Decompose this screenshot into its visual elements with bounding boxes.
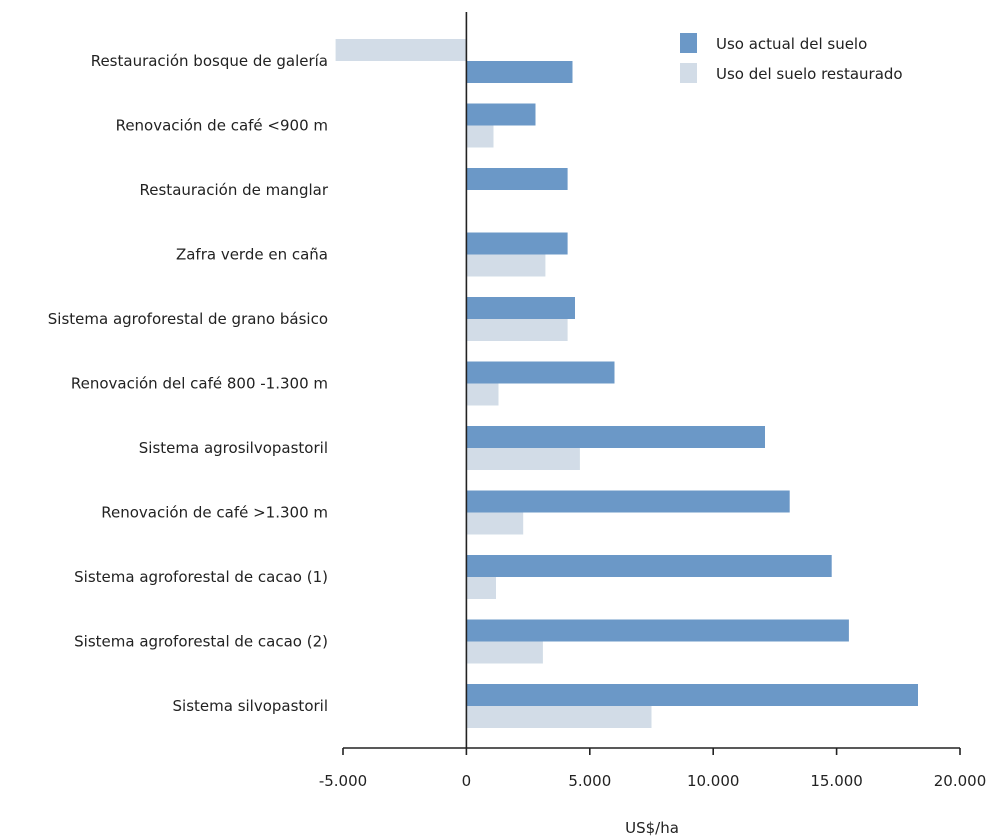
category-label: Sistema agroforestal de cacao (2) [74, 633, 328, 651]
bar-actual-2 [466, 168, 568, 190]
x-tick-label: 10.000 [687, 772, 740, 790]
legend-swatch [680, 63, 697, 83]
category-label: Sistema agroforestal de cacao (1) [74, 568, 328, 586]
bar-restored-8 [466, 577, 496, 599]
category-label: Restauración de manglar [140, 181, 329, 199]
legend: Uso actual del suelo Uso del suelo restau… [680, 33, 903, 83]
bar-restored-0 [335, 39, 467, 61]
bar-restored-1 [466, 125, 494, 148]
legend-swatch [680, 33, 697, 53]
bar-actual-8 [466, 555, 832, 577]
category-label: Renovación del café 800 -1.300 m [71, 375, 328, 393]
x-tick-label: 20.000 [934, 772, 987, 790]
x-axis: -5.000 0 5.000 10.000 15.000 20.000 [319, 747, 987, 790]
category-label: Sistema agroforestal de grano básico [48, 310, 328, 328]
x-tick-label: 0 [462, 772, 472, 790]
bar-restored-4 [466, 319, 568, 341]
bar-actual-6 [466, 426, 765, 448]
category-label: Renovación de café <900 m [116, 117, 328, 135]
bar-restored-5 [466, 383, 499, 406]
category-label: Zafra verde en caña [176, 246, 328, 264]
legend-label: Uso del suelo restaurado [716, 65, 903, 83]
bar-restored-7 [466, 512, 524, 535]
category-label: Renovación de café >1.300 m [101, 504, 328, 522]
bar-actual-0 [466, 61, 573, 83]
bar-actual-1 [466, 103, 536, 126]
bar-restored-3 [466, 254, 546, 277]
legend-label: Uso actual del suelo [716, 35, 867, 53]
x-tick-label: 15.000 [810, 772, 863, 790]
bar-actual-3 [466, 232, 568, 255]
bar-actual-9 [466, 619, 849, 642]
bar-actual-10 [466, 684, 918, 706]
category-label: Sistema agrosilvopastoril [139, 439, 328, 457]
x-tick-label: -5.000 [319, 772, 367, 790]
bar-restored-9 [466, 641, 543, 664]
bar-actual-7 [466, 490, 790, 513]
x-axis-title: US$/ha [625, 819, 679, 837]
x-tick-label: 5.000 [568, 772, 611, 790]
category-labels: Restauración bosque de galería Renovación… [48, 52, 329, 715]
bar-actual-5 [466, 361, 615, 384]
bars-layer [335, 39, 918, 728]
bar-actual-4 [466, 297, 575, 319]
bar-restored-6 [466, 448, 580, 470]
category-label: Sistema silvopastoril [173, 697, 328, 715]
bar-restored-10 [466, 706, 652, 728]
category-label: Restauración bosque de galería [91, 52, 328, 70]
